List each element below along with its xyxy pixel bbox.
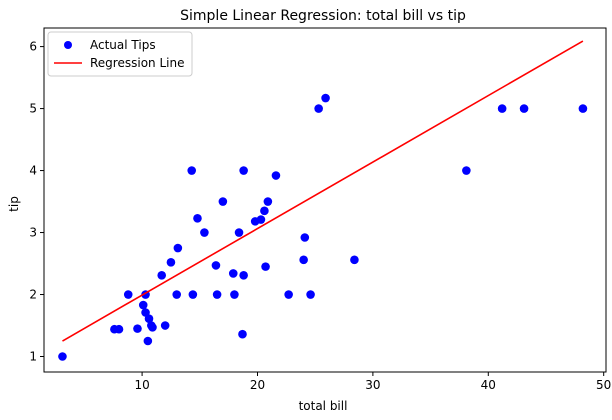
scatter-point	[212, 290, 222, 299]
x-tick-label: 40	[481, 378, 496, 392]
legend: Actual Tips Regression Line	[47, 31, 193, 77]
y-axis-ticks: 1 2 3 4 5 6	[29, 40, 44, 364]
chart-title: Simple Linear Regression: total bill vs …	[180, 8, 466, 24]
scatter-point	[173, 243, 183, 253]
scatter-point	[578, 104, 588, 113]
scatter-point	[144, 314, 154, 323]
scatter-point	[166, 257, 176, 267]
scatter-point	[234, 228, 244, 237]
scatter-point	[193, 213, 202, 223]
legend-scatter-marker	[64, 41, 72, 49]
y-tick-label: 1	[29, 350, 37, 364]
scatter-point	[497, 104, 507, 113]
y-axis-label: tip	[7, 196, 21, 212]
scatter-point	[314, 104, 323, 113]
scatter-point	[299, 255, 308, 265]
legend-label-actual-tips: Actual Tips	[90, 38, 156, 52]
scatter-point	[160, 321, 170, 330]
x-tick-label: 20	[250, 378, 265, 392]
scatter-point	[239, 271, 248, 280]
x-axis-label: total bill	[299, 399, 348, 413]
x-tick-label: 10	[134, 378, 149, 392]
scatter-point	[123, 290, 133, 299]
y-tick-label: 6	[29, 40, 37, 54]
scatter-point	[138, 300, 148, 310]
scatter-point	[306, 290, 315, 299]
scatter-point	[211, 261, 221, 270]
legend-label-regression-line: Regression Line	[90, 56, 184, 70]
scatter-point	[321, 93, 330, 103]
scatter-point	[284, 290, 293, 299]
scatter-point	[230, 290, 239, 299]
scatter-point	[143, 336, 153, 346]
scatter-point	[263, 197, 273, 206]
scatter-point	[300, 233, 310, 242]
scatter-point	[172, 290, 182, 299]
scatter-point	[200, 228, 209, 237]
x-axis-ticks: 10 20 30 40 50	[134, 372, 611, 392]
legend-box	[47, 31, 193, 77]
regression-line	[62, 40, 584, 342]
plot-frame	[43, 27, 607, 373]
scatter-point	[148, 323, 157, 332]
scatter-point	[133, 324, 142, 333]
scatter-point	[271, 171, 281, 180]
x-tick-label: 50	[596, 378, 611, 392]
scatter-point	[239, 166, 248, 175]
y-tick-label: 4	[29, 164, 37, 178]
y-tick-label: 5	[29, 102, 37, 116]
scatter-point	[238, 329, 247, 339]
scatter-point	[462, 166, 471, 175]
scatter-point	[260, 206, 269, 216]
scatter-point	[157, 271, 167, 280]
y-tick-label: 3	[29, 226, 37, 240]
scatter-point	[256, 215, 266, 224]
scatter-point	[188, 290, 198, 299]
scatter-point	[228, 269, 238, 278]
scatter-point	[187, 166, 197, 175]
plot-area	[58, 40, 588, 361]
scatter-point	[218, 197, 228, 206]
scatter-point	[114, 324, 124, 334]
scatter-point	[350, 255, 359, 265]
y-tick-label: 2	[29, 288, 37, 302]
scatter-point	[519, 104, 529, 113]
scatter-point	[58, 352, 67, 361]
x-tick-label: 30	[365, 378, 380, 392]
scatter-point	[261, 262, 270, 271]
